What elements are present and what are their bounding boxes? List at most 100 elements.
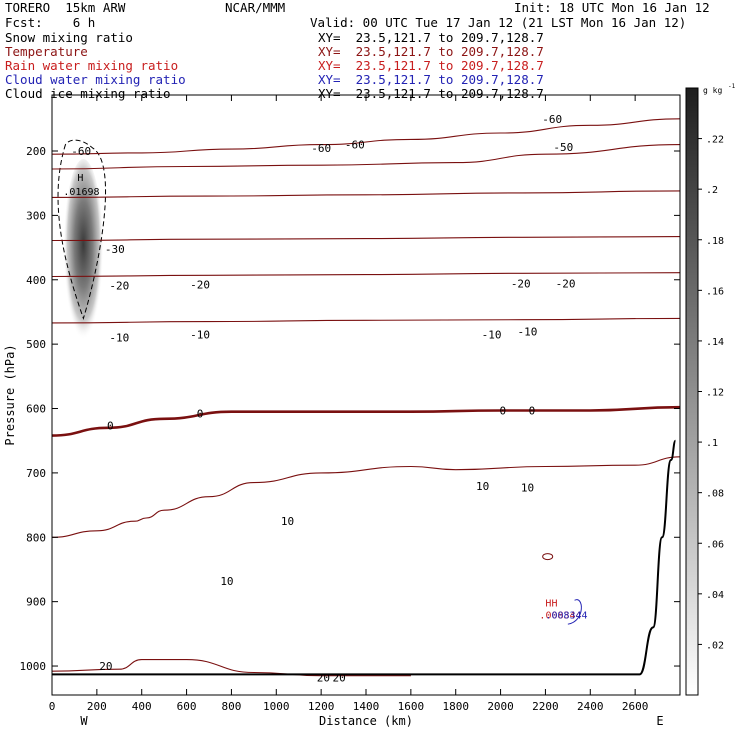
temperature-contour (51, 456, 681, 538)
contour-label: -50 (553, 141, 573, 154)
field-name-cloud-ice: Cloud ice mixing ratio (5, 86, 171, 101)
temperature-contour (51, 118, 681, 155)
field-xy-rain: XY= 23.5,121.7 to 209.7,128.7 (318, 58, 544, 73)
contour-label: -60 (311, 142, 331, 155)
contour-label: 20 (99, 660, 112, 673)
cloud-ice-contour (57, 139, 107, 321)
colorbar-label: .04 (706, 590, 724, 601)
contour-label: 10 (220, 575, 233, 588)
colorbar-label: .22 (706, 135, 724, 146)
x-tick-label: 1000 (263, 700, 290, 713)
valid-time: Valid: 00 UTC Tue 17 Jan 12 (21 LST Mon … (310, 15, 687, 30)
west-label: W (80, 714, 88, 728)
plot-frame (51, 94, 681, 696)
x-tick-label: 2200 (532, 700, 559, 713)
x-tick-label: 1200 (308, 700, 335, 713)
temperature-contour (51, 144, 681, 170)
x-tick-label: 2000 (487, 700, 514, 713)
y-tick-label: 800 (26, 531, 46, 544)
colorbar-label: .2 (706, 185, 718, 196)
y-tick-label: 300 (26, 209, 46, 222)
x-tick-label: 1600 (398, 700, 425, 713)
contour-label: -20 (109, 280, 129, 293)
model-title: TORERO 15km ARW (5, 0, 126, 15)
contour-label: -60 (345, 139, 365, 152)
contour-label: 10 (476, 480, 489, 493)
contour-label: 10 (281, 515, 294, 528)
snow-max-value: .01698 (63, 187, 99, 198)
temperature-contour (51, 190, 681, 198)
field-xy-temperature: XY= 23.5,121.7 to 209.7,128.7 (318, 44, 544, 59)
snow-max-label: H (77, 173, 83, 184)
contour-label: -20 (190, 278, 210, 291)
temperature-contour (51, 236, 681, 242)
colorbar-label: .02 (706, 640, 724, 651)
y-tick-label: 400 (26, 274, 46, 287)
terrain-line (52, 439, 677, 676)
temperature-contour (51, 317, 681, 324)
colorbar-label: .1 (706, 438, 718, 449)
y-tick-label: 200 (26, 145, 46, 158)
field-name-snow: Snow mixing ratio (5, 30, 133, 45)
contour-label: -30 (105, 243, 125, 256)
forecast-hour: Fcst: 6 h (5, 15, 96, 30)
cloud-water-contour (567, 599, 582, 625)
colorbar-units: g kg (703, 86, 722, 95)
y-tick-label: 500 (26, 338, 46, 351)
contour-label: 0 (197, 408, 204, 421)
contour-label: -60 (71, 145, 91, 158)
temperature-contour (542, 553, 554, 561)
contour-label: 0 (500, 404, 507, 417)
x-tick-label: 1400 (353, 700, 380, 713)
colorbar-label: .14 (706, 337, 724, 348)
contour-label: 10 (521, 482, 534, 495)
x-tick-label: 600 (177, 700, 197, 713)
contour-label: -10 (518, 325, 538, 338)
cloud-water-max-value: .008344 (545, 611, 587, 622)
contour-label: -10 (109, 332, 129, 345)
field-name-temperature: Temperature (5, 44, 88, 59)
y-tick-label: 600 (26, 403, 46, 416)
contour-label: 0 (529, 404, 536, 417)
x-tick-label: 2600 (622, 700, 649, 713)
field-xy-snow: XY= 23.5,121.7 to 209.7,128.7 (318, 30, 544, 45)
field-name-rain: Rain water mixing ratio (5, 58, 179, 73)
x-tick-label: 2400 (577, 700, 604, 713)
contour-label: -10 (482, 328, 502, 341)
y-axis-label: Pressure (hPa) (3, 344, 17, 445)
x-tick-label: 400 (132, 700, 152, 713)
temperature-contour (51, 405, 681, 437)
contour-label: 0 (107, 419, 114, 432)
colorbar-label: .12 (706, 388, 724, 399)
contour-label: -10 (190, 328, 210, 341)
colorbar-label: .16 (706, 286, 724, 297)
colorbar (685, 87, 699, 696)
y-tick-label: 900 (26, 596, 46, 609)
rain-max-value: .008344 (539, 611, 581, 622)
contour-label: -60 (542, 113, 562, 126)
temperature-contour (51, 659, 411, 677)
x-tick-label: 200 (87, 700, 107, 713)
temperature-contour (51, 272, 681, 278)
field-name-cloud-water: Cloud water mixing ratio (5, 72, 186, 87)
colorbar-units-exponent: -1 (728, 83, 736, 90)
rain-max-label: HH (545, 599, 557, 610)
center-title: NCAR/MMM (225, 0, 286, 15)
x-tick-label: 1800 (442, 700, 469, 713)
colorbar-label: .08 (706, 489, 724, 500)
x-tick-label: 800 (221, 700, 241, 713)
colorbar-label: .18 (706, 236, 724, 247)
east-label: E (656, 714, 663, 728)
init-time: Init: 18 UTC Mon 16 Jan 12 (514, 0, 710, 15)
y-tick-label: 1000 (20, 660, 47, 673)
contour-label: -20 (556, 278, 576, 291)
x-axis-label: Distance (km) (319, 714, 413, 728)
snow-shading (63, 159, 104, 350)
field-xy-cloud-ice: XY= 23.5,121.7 to 209.7,128.7 (318, 86, 544, 101)
contour-label: -20 (511, 278, 531, 291)
y-tick-label: 700 (26, 467, 46, 480)
field-xy-cloud-water: XY= 23.5,121.7 to 209.7,128.7 (318, 72, 544, 87)
colorbar-label: .06 (706, 539, 724, 550)
x-tick-label: 0 (49, 700, 56, 713)
